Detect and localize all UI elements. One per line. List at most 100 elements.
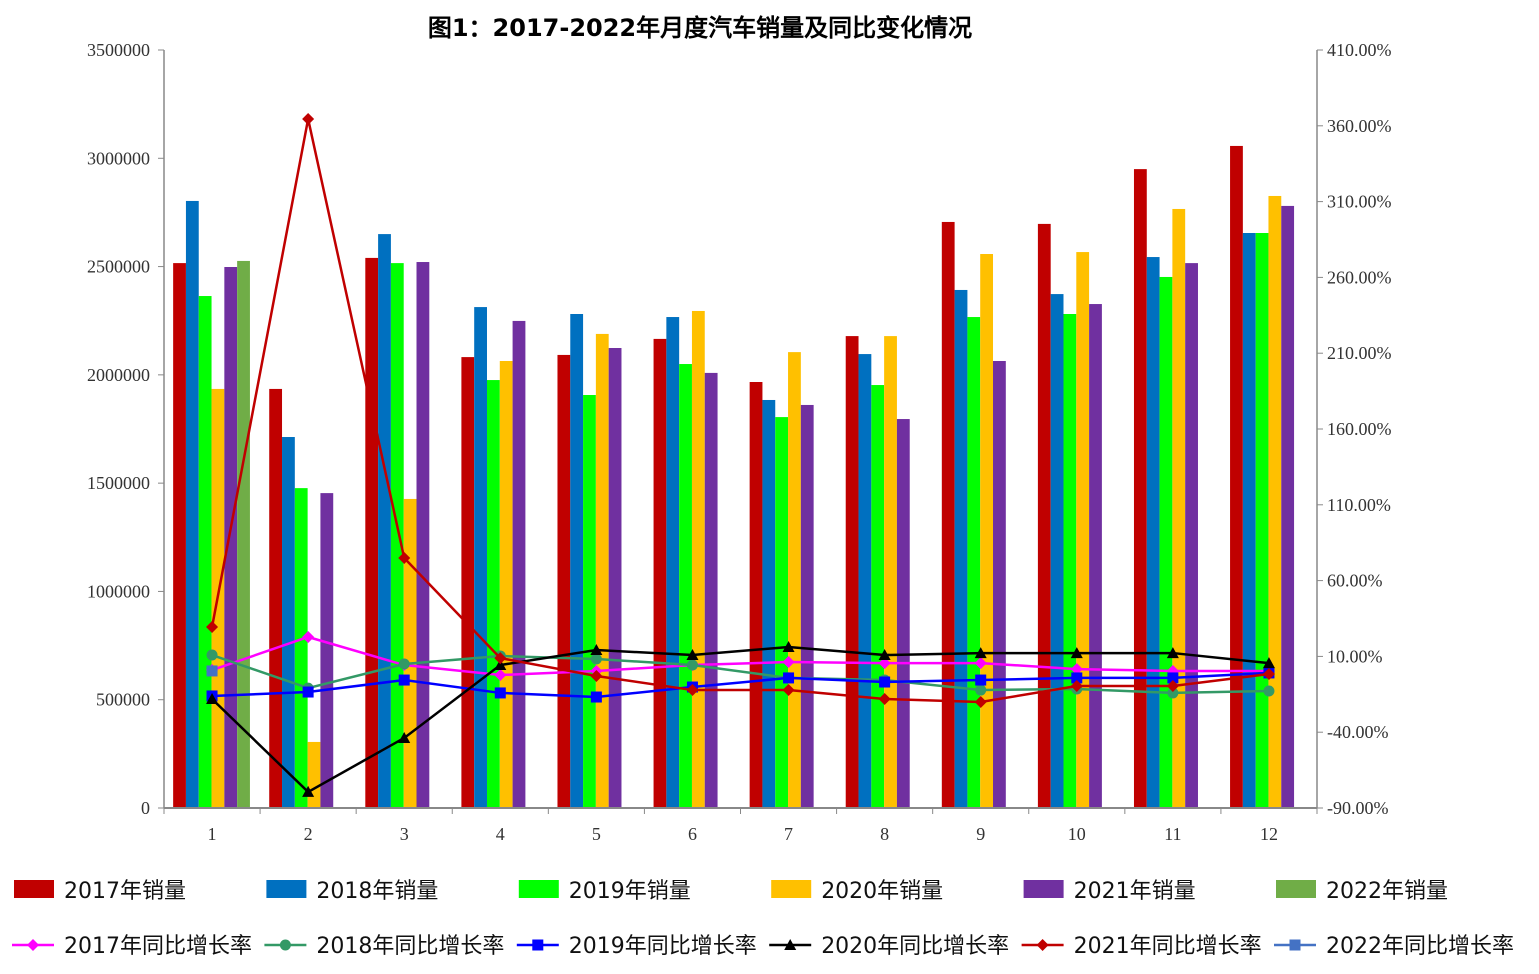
bar-2019年销量-2	[294, 488, 308, 808]
legend-swatch-2020年销量	[771, 880, 812, 898]
point-2017年同比增长率-7	[782, 656, 795, 669]
bar-2017年销量-5	[557, 354, 571, 808]
legend-label: 2019年销量	[569, 879, 691, 904]
legend-swatch-2018年销量	[266, 880, 307, 898]
right-tick-label: 210.00%	[1327, 343, 1392, 363]
line-2017年同比增长率	[211, 635, 1269, 677]
x-tick-label: 12	[1260, 824, 1278, 844]
bar-2021年销量-5	[608, 348, 622, 808]
bar-2018年销量-11	[1146, 257, 1160, 808]
x-tick-label: 7	[784, 824, 793, 844]
x-tick-label: 1	[208, 824, 217, 844]
point-2020年同比增长率-5	[590, 644, 603, 656]
legend-label: 2017年销量	[64, 879, 186, 904]
bar-2019年销量-7	[775, 417, 789, 808]
point-2018年同比增长率-11	[1167, 687, 1179, 699]
legend-marker-2022年同比增长率	[1289, 939, 1301, 951]
point-2019年同比增长率-8	[879, 676, 891, 688]
chart-title: 图1：2017-2022年月度汽车销量及同比变化情况	[428, 14, 972, 42]
bar-2021年销量-9	[993, 360, 1006, 808]
legend-swatch-2021年销量	[1023, 880, 1064, 898]
bar-2021年销量-8	[896, 419, 910, 808]
point-2021年同比增长率-9	[974, 696, 987, 709]
right-tick-label: -90.00%	[1327, 798, 1389, 818]
point-2019年同比增长率-10	[1071, 672, 1083, 684]
x-tick-label: 5	[592, 824, 601, 844]
point-2017年同比增长率-10	[1070, 663, 1083, 676]
bar-2019年销量-8	[871, 385, 885, 808]
bar-2021年销量-10	[1089, 304, 1102, 808]
bar-2020年销量-7	[788, 352, 801, 808]
bar-2019年销量-11	[1159, 276, 1173, 808]
point-2019年同比增长率-7	[783, 672, 795, 684]
point-2021年同比增长率-6	[686, 684, 699, 697]
point-2018年同比增长率-12	[1263, 685, 1275, 697]
point-2020年同比增长率-6	[686, 649, 699, 661]
left-tick-label: 500000	[96, 690, 150, 710]
left-tick-label: 2000000	[87, 365, 150, 385]
bar-2021年销量-12	[1281, 205, 1295, 809]
point-2021年同比增长率-7	[782, 684, 795, 697]
bar-2021年销量-4	[512, 320, 526, 808]
point-2021年同比增长率-4	[494, 652, 507, 665]
bar-2018年销量-10	[1050, 294, 1064, 808]
legend-label: 2020年销量	[821, 879, 943, 904]
bar-2020年销量-9	[980, 254, 994, 809]
point-2021年同比增长率-10	[1070, 679, 1083, 692]
bar-2017年销量-2	[269, 388, 283, 808]
bar-2018年销量-2	[282, 437, 295, 808]
right-tick-label: 60.00%	[1327, 571, 1383, 591]
point-2019年同比增长率-4	[494, 687, 506, 699]
point-2018年同比增长率-1	[206, 649, 218, 661]
line-2020年同比增长率	[211, 645, 1270, 794]
legend-label: 2017年同比增长率	[64, 934, 252, 959]
legend-marker-2020年同比增长率	[784, 939, 797, 950]
left-tick-label: 3000000	[87, 148, 150, 168]
bar-2020年销量-3	[403, 498, 417, 808]
point-2020年同比增长率-2	[302, 785, 315, 797]
point-2020年同比增长率-1	[206, 692, 219, 704]
point-2018年同比增长率-3	[398, 658, 410, 670]
point-2019年同比增长率-9	[975, 674, 987, 686]
x-tick-label: 9	[976, 824, 985, 844]
legend-label: 2018年同比增长率	[316, 934, 504, 959]
bar-2018年销量-8	[858, 354, 872, 808]
bar-2018年销量-7	[762, 399, 776, 808]
bar-2019年销量-12	[1255, 233, 1269, 808]
bar-2017年销量-10	[1037, 223, 1051, 808]
bar-2018年销量-1	[185, 200, 199, 808]
point-2020年同比增长率-10	[1070, 647, 1083, 659]
bar-2020年销量-5	[595, 333, 609, 808]
point-2021年同比增长率-8	[878, 692, 891, 705]
point-2019年同比增长率-3	[398, 674, 410, 686]
right-tick-label: 10.00%	[1327, 646, 1383, 666]
right-tick-label: 360.00%	[1327, 116, 1392, 136]
bar-2018年销量-12	[1242, 233, 1256, 808]
point-2020年同比增长率-12	[1262, 657, 1275, 669]
legend-label: 2018年销量	[316, 879, 438, 904]
legend-label: 2021年销量	[1074, 879, 1196, 904]
point-2021年同比增长率-5	[590, 669, 603, 682]
bar-2021年销量-2	[320, 493, 334, 808]
line-2018年同比增长率	[211, 653, 1269, 695]
bar-2020年销量-6	[691, 310, 705, 808]
bar-2020年销量-10	[1076, 252, 1090, 808]
legend-label: 2021年同比增长率	[1074, 934, 1262, 959]
right-tick-label: 160.00%	[1327, 419, 1392, 439]
legend-marker-2021年同比增长率	[1036, 939, 1049, 951]
bar-2017年销量-8	[845, 336, 859, 808]
bar-2021年销量-7	[800, 404, 814, 808]
bar-2019年销量-4	[486, 380, 500, 808]
x-tick-label: 3	[400, 824, 409, 844]
legend-swatch-2022年销量	[1276, 880, 1316, 898]
left-tick-label: 2500000	[87, 257, 150, 277]
bar-2018年销量-6	[666, 317, 680, 808]
line-2021年同比增长率	[210, 118, 1270, 704]
legend-swatch-2019年销量	[518, 880, 559, 898]
bar-2017年销量-6	[653, 338, 667, 808]
bar-2021年销量-3	[416, 262, 430, 808]
point-2020年同比增长率-8	[878, 649, 891, 661]
bar-2018年销量-4	[474, 307, 487, 808]
